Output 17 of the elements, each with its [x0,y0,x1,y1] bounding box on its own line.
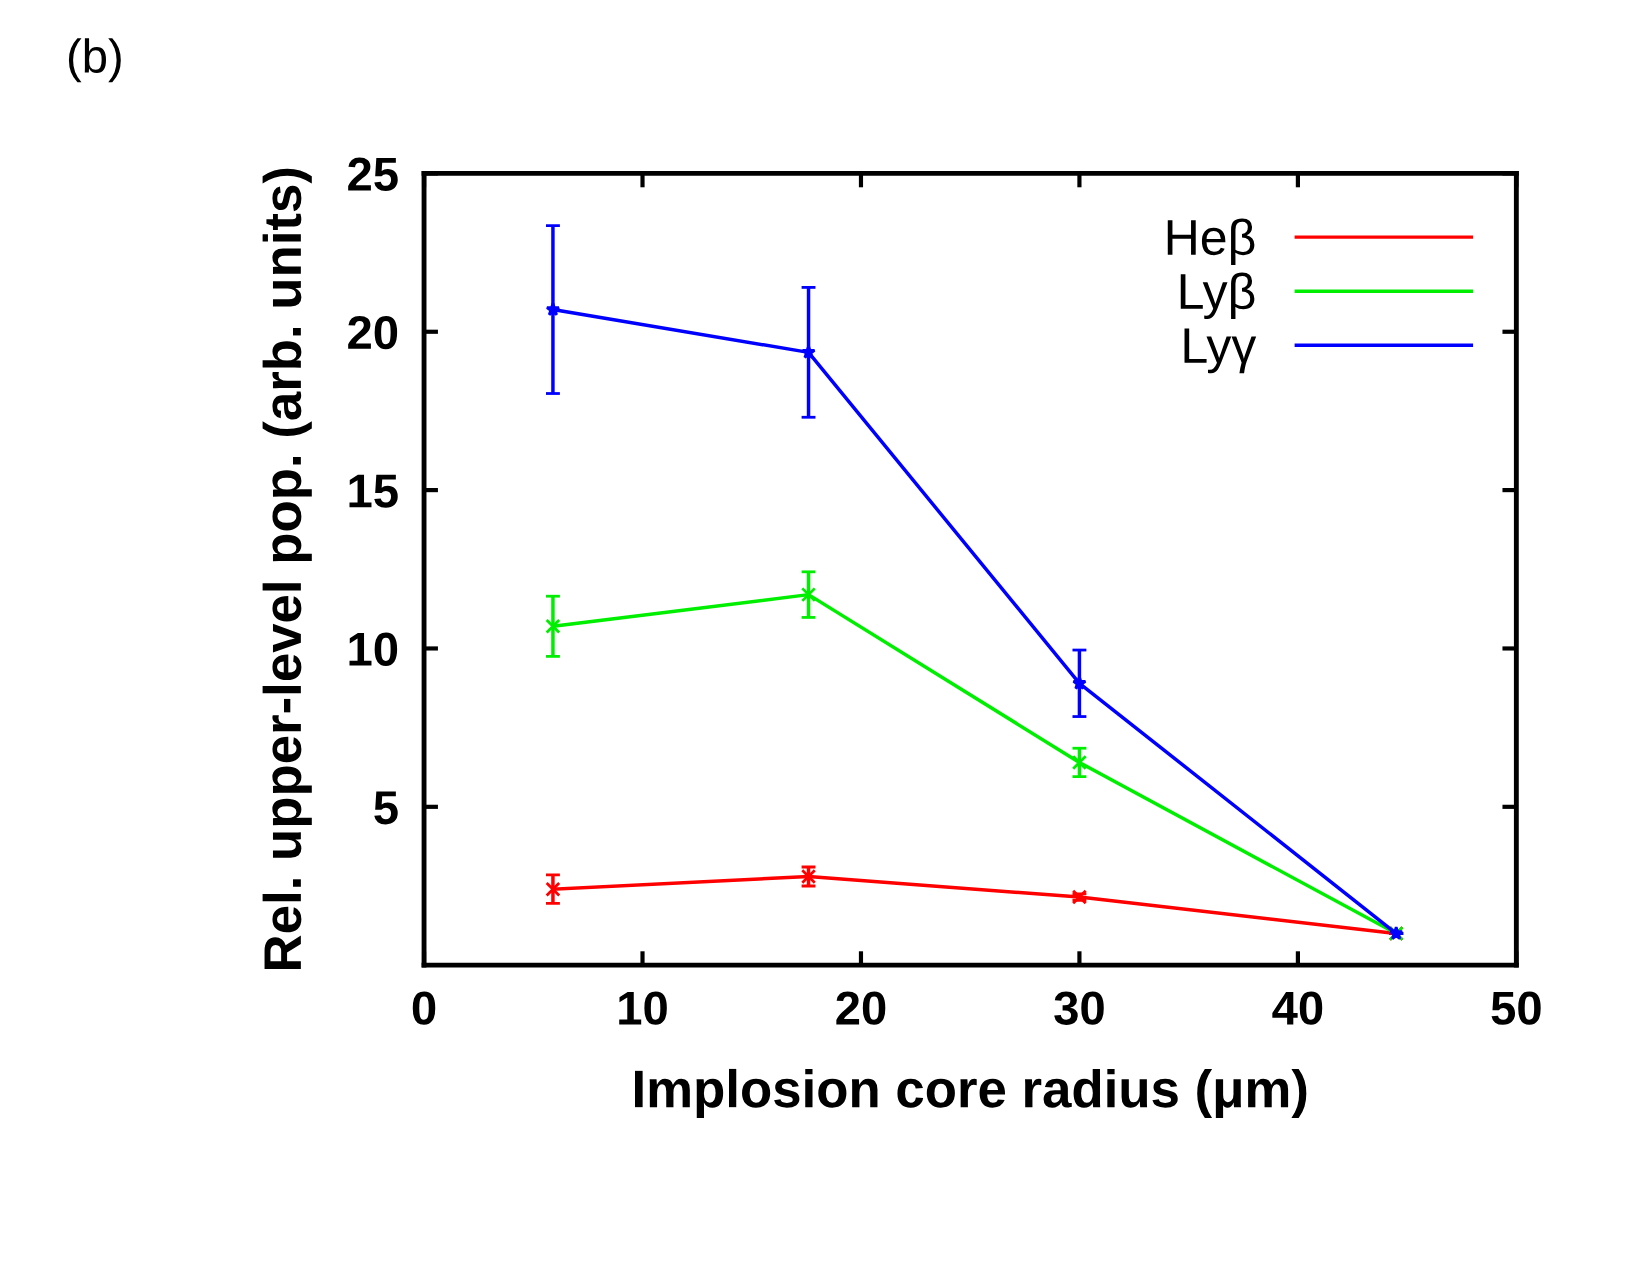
y-tick-label: 25 [348,157,398,191]
y-tick-label: 10 [349,632,398,667]
x-tick-label: 0 [412,991,436,1025]
legend-label: Lyβ [1180,272,1255,320]
y-tick-label: 20 [348,315,398,350]
x-tick-label: 40 [1272,991,1323,1025]
y-tick-label: 15 [349,474,398,508]
y-axis-title: Rel. upper-level pop. (arb. units) [262,168,312,969]
x-axis-title: Implosion core radius (μm) [635,1068,1307,1119]
y-tick-label: 5 [374,791,398,825]
legend-label: Heβ [1167,218,1255,266]
text: (b) [68,38,121,83]
x-tick-label: 50 [1491,991,1541,1025]
x-tick-label: 30 [1054,991,1104,1025]
x-tick-label: 10 [619,991,667,1025]
legend-label: Lyγ [1184,328,1257,374]
x-tick-label: 20 [836,991,886,1025]
